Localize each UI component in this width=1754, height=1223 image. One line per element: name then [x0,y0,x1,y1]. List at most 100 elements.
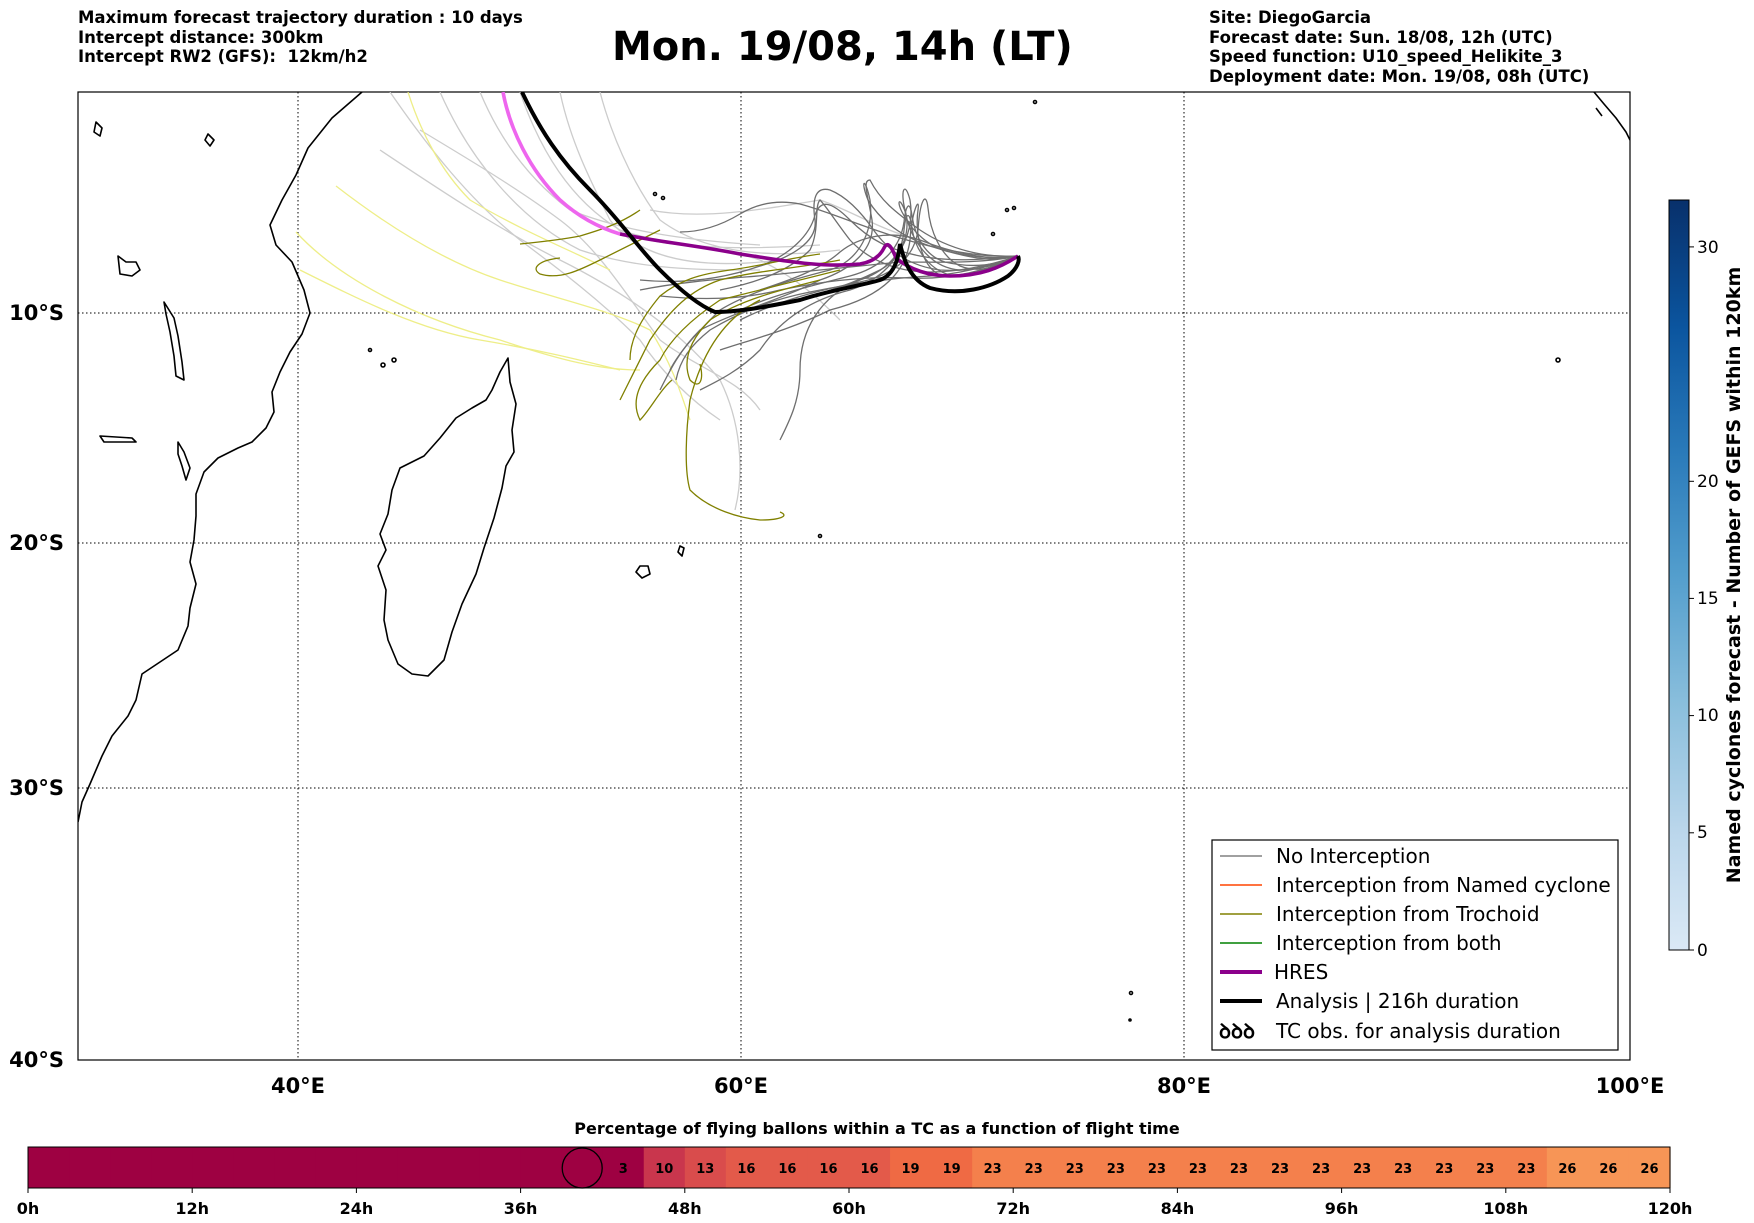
bar-cell [643,1147,686,1188]
yellow-trajectories [295,92,691,421]
trajectory [649,199,921,241]
bar-tick-label: 120h [1648,1199,1693,1218]
bar-cell-value: 23 [1271,1162,1289,1177]
lon-tick-40e: 40°E [271,1074,325,1098]
bar-tick-label: 60h [832,1199,866,1218]
trajectory [439,92,761,271]
bar-cell [602,1147,645,1188]
forecast-date-text: Forecast date: Sun. 18/08, 12h (UTC) [1209,27,1553,47]
colorbar-tick-20: 20 [1697,472,1719,492]
bar-cell-value: 13 [696,1162,714,1177]
bar-cell [890,1147,932,1188]
speed-function-text: Speed function: U10_speed_Helikite_3 [1209,47,1563,66]
trajectory [659,179,1019,391]
tc-obs-symbol-icon: ꝺꝺꝺ [1219,1019,1255,1043]
lat-tick-40s: 40°S [9,1048,64,1072]
bar-cells: 3 10 13 16 16 16 16 19 19 23 23 23 23 23 23 23 23 23 23 23 2… [28,1147,1671,1188]
latitude-ticks: 10°S 20°S 30°S 40°S [9,301,64,1072]
bar-cell [110,1147,152,1188]
bar-cell-value: 19 [943,1162,961,1177]
intercept-distance-text: Intercept distance: 300km [78,27,324,47]
colorbar-label: Named cyclones forecast - Number of GEFS… [1723,267,1745,884]
trajectory [759,234,1019,291]
colorbar-tick-0: 0 [1697,941,1708,961]
bar-cell-value: 23 [1353,1162,1371,1177]
mauritius-island [677,545,685,557]
bar-cell-value: 26 [1558,1162,1576,1177]
legend-label-named-cyclone: Interception from Named cyclone [1276,873,1611,897]
graticule [78,92,1630,1060]
lat-tick-10s: 10°S [9,301,64,325]
forecast-parameters: Maximum forecast trajectory duration : 1… [78,8,523,67]
bar-cell-value: 23 [1148,1162,1166,1177]
intercept-rw2-text: Intercept RW2 (GFS): 12km/h2 [78,47,368,66]
legend-box [1211,839,1619,1051]
page-title: Mon. 19/08, 14h (LT) [612,24,1073,70]
amsterdam-island [1128,990,1134,996]
bar-cell-value: 23 [1394,1162,1412,1177]
cocos-island [1555,357,1561,363]
trajectory [685,299,785,521]
stpaul-island [1128,1018,1132,1022]
trajectory [679,201,1019,257]
bar-title: Percentage of flying ballons within a TC… [574,1119,1180,1138]
lat-tick-20s: 20°S [9,531,64,555]
legend-label-analysis: Analysis | 216h duration [1276,989,1519,1013]
bar-cell-value: 19 [902,1162,920,1177]
legend: No Interception Interception from Named … [1211,839,1619,1051]
bar-cell-value: 10 [655,1162,673,1177]
seychelles-island-2 [660,195,666,201]
seychelles-island [652,191,658,197]
bar-cell-value: 23 [1066,1162,1084,1177]
bar-cell-value: 23 [1025,1162,1043,1177]
coastlines [78,92,1630,1022]
trajectory [389,92,721,421]
hres-trajectory [619,232,1019,278]
comoros-island-2 [391,357,397,363]
bar-cell [1095,1147,1137,1188]
deployment-date-text: Deployment date: Mon. 19/08, 08h (UTC) [1209,66,1590,86]
maldives-island [1032,99,1038,105]
trajectory [759,188,1019,272]
bar-cell [233,1147,275,1188]
colorbar-tick-5: 5 [1697,823,1708,843]
lon-tick-100e: 100°E [1596,1074,1665,1098]
trochoid-trajectories [519,209,841,521]
bar-cell [766,1147,809,1188]
bar-cell [192,1147,234,1188]
trajectory [686,279,821,385]
colorbar-tick-10: 10 [1697,706,1719,726]
bar-tick-label: 12h [175,1199,209,1218]
bar-cell [807,1147,850,1188]
bar-cell [1136,1147,1178,1188]
lake-north-2 [204,133,215,147]
bar-cell [1382,1147,1425,1188]
trajectory [739,205,1019,311]
bar-tick-label: 24h [340,1199,374,1218]
chagos-island-2 [1011,205,1017,211]
lake-victoria [117,255,141,277]
colorbar-tick-15: 15 [1697,589,1719,609]
lake-south [99,435,137,443]
bar-cell [684,1147,727,1188]
bar-tick-label: 0h [17,1199,40,1218]
longitude-ticks: 40°E 60°E 80°E 100°E [271,1074,1664,1098]
trajectory [519,209,641,245]
bar-cell-value: 23 [1189,1162,1207,1177]
madagascar-outline [377,357,517,677]
bar-tick-label: 72h [996,1199,1030,1218]
reunion-island [635,565,651,579]
rodrigues-island [817,533,823,539]
bar-cell-value: 16 [819,1162,837,1177]
map-panel: 40°E 60°E 80°E 100°E 10°S 20°S 30°S 40°S… [9,91,1664,1098]
lon-tick-80e: 80°E [1157,1074,1211,1098]
bar-cell-value: 23 [1312,1162,1330,1177]
bar-tick-label: 48h [668,1199,702,1218]
legend-label-no-interception: No Interception [1276,844,1430,868]
comoros-island [380,362,386,368]
trajectory [675,255,1019,381]
bar-cell [1054,1147,1096,1188]
bar-tick-label: 84h [1161,1199,1195,1218]
legend-label-both: Interception from both [1276,931,1502,955]
